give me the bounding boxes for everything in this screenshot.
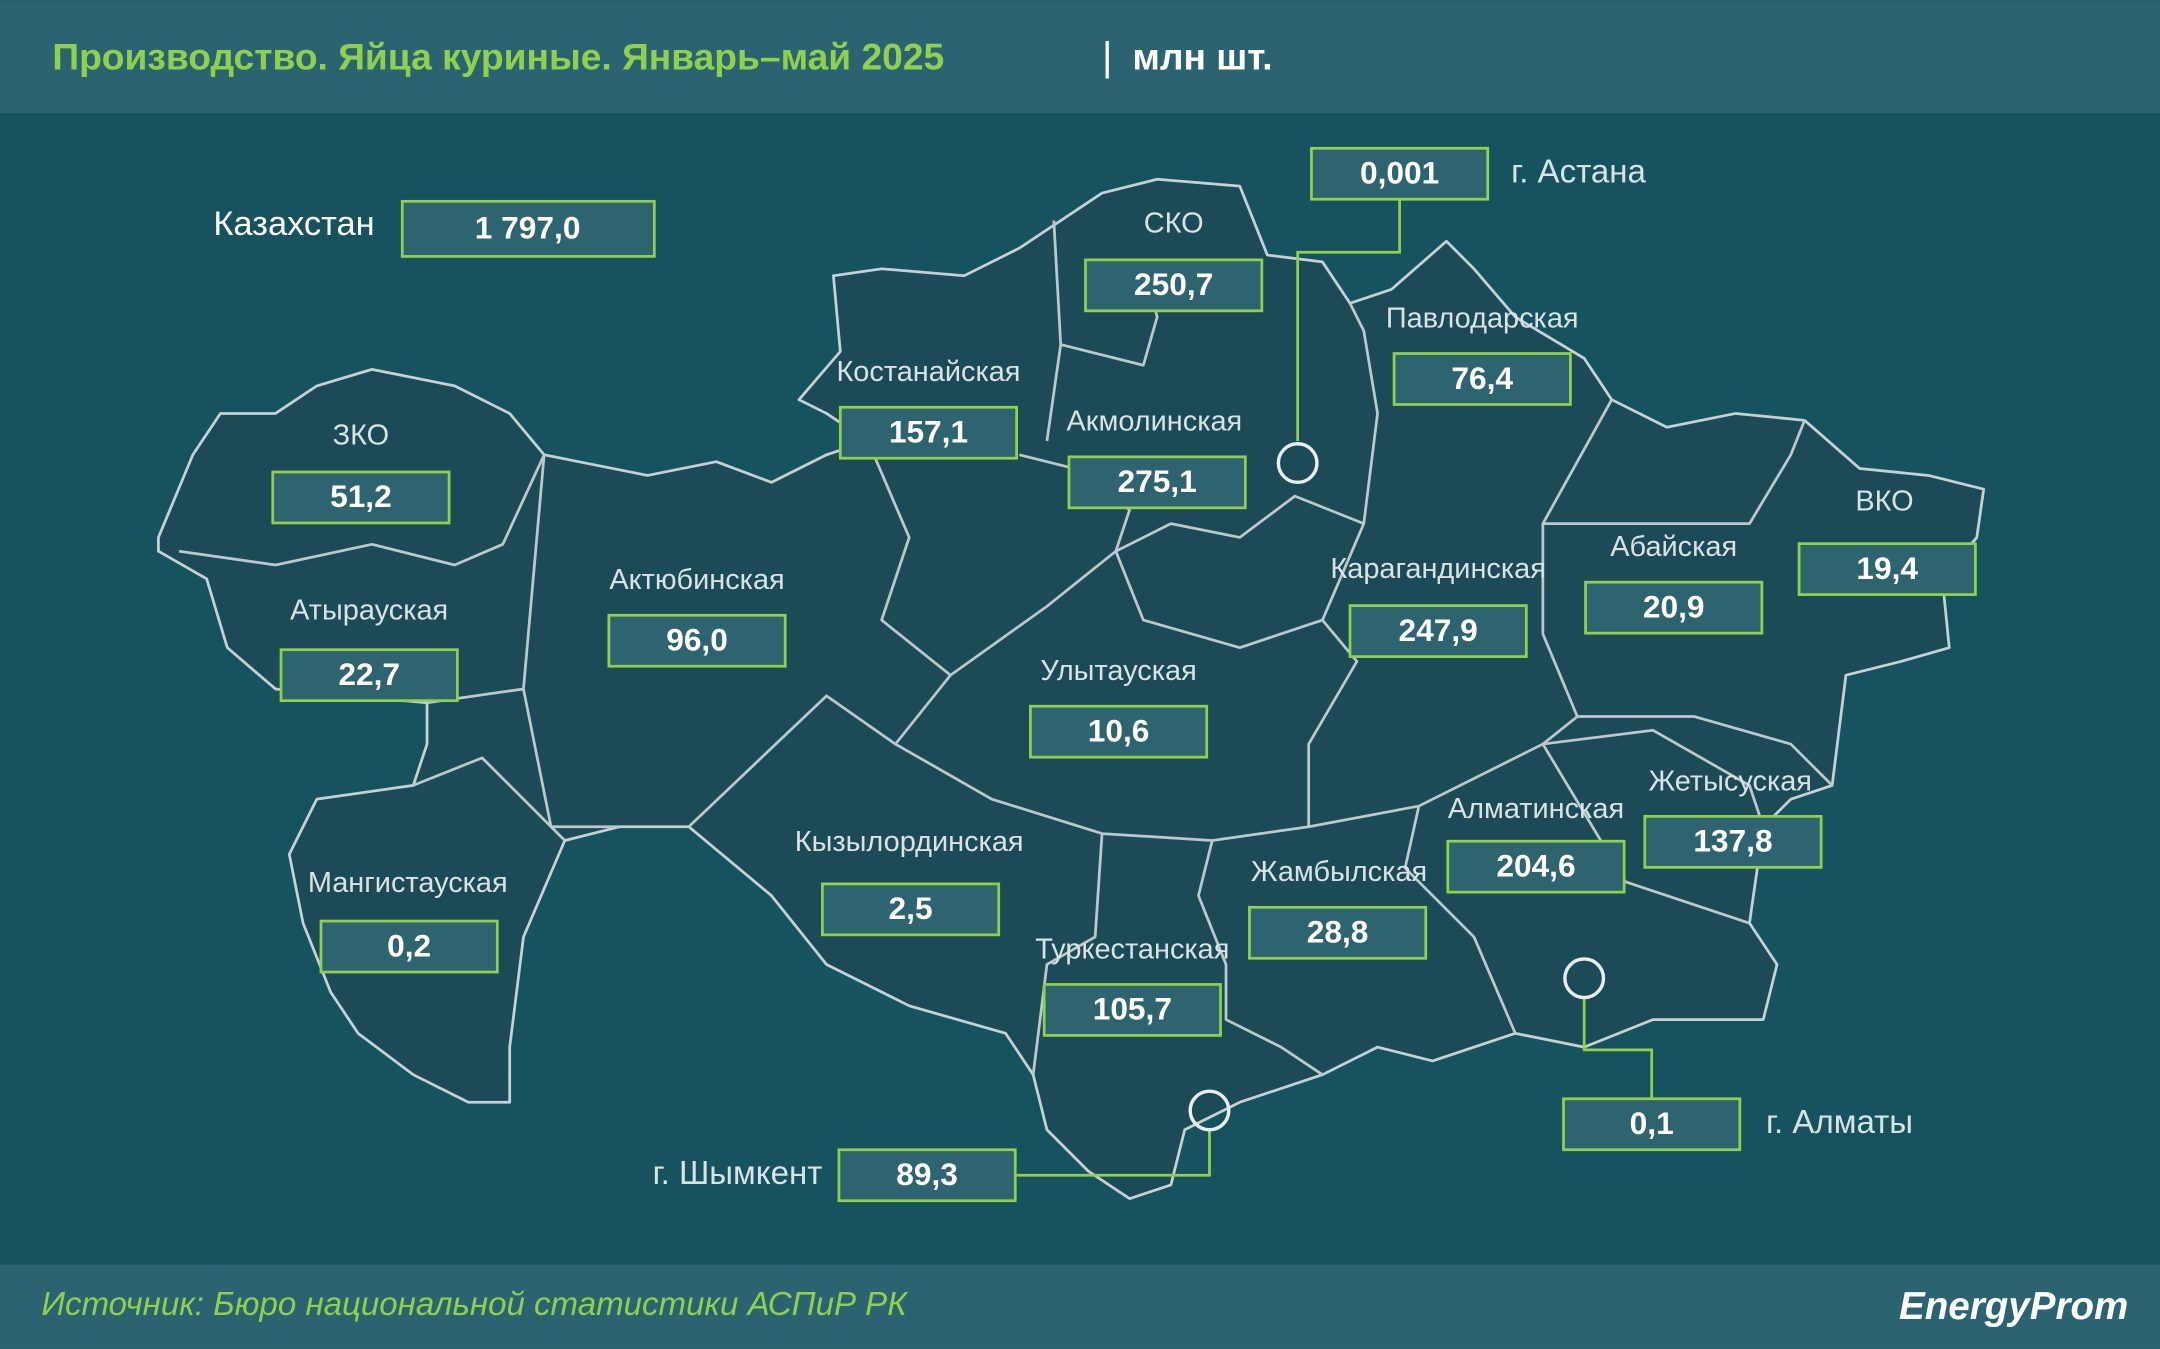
city-value: 89,3 bbox=[896, 1156, 958, 1192]
region-value: 76,4 bbox=[1451, 360, 1513, 396]
header-band bbox=[0, 0, 2160, 114]
region-value: 96,0 bbox=[666, 622, 728, 658]
value-box bbox=[1562, 1097, 1742, 1152]
city-name: г. Шымкент bbox=[653, 1155, 823, 1192]
value-box bbox=[1584, 580, 1764, 635]
value-box bbox=[1348, 604, 1528, 658]
value-box bbox=[1643, 815, 1823, 869]
total-value: 1 797,0 bbox=[475, 210, 581, 246]
region-value: 10,6 bbox=[1088, 712, 1150, 748]
value-box bbox=[607, 613, 787, 668]
value-box bbox=[1248, 905, 1428, 960]
regions: ЗКО 51,2 Атырауская 22,7 Актюбинская 96,0 Манг… bbox=[271, 207, 1977, 1037]
value-box bbox=[1797, 542, 1977, 596]
value-box bbox=[837, 1148, 1017, 1203]
region-name: Мангистауская bbox=[308, 867, 508, 899]
total-box bbox=[400, 199, 656, 258]
region-name: Туркестанская bbox=[1035, 933, 1229, 965]
region-borders bbox=[178, 220, 1834, 1076]
value-box bbox=[1084, 258, 1264, 313]
region-name: Атырауская bbox=[290, 594, 448, 626]
region-name: ЗКО bbox=[333, 420, 389, 452]
logo: EnergyProm bbox=[1899, 1285, 2128, 1328]
value-box bbox=[1029, 704, 1209, 759]
almaty-marker bbox=[1563, 957, 1606, 1000]
region-name: Кызылординская bbox=[795, 826, 1024, 858]
region-value: 250,7 bbox=[1134, 266, 1213, 302]
region-name: Алматинская bbox=[1448, 793, 1624, 825]
unit: млн шт. bbox=[1132, 35, 1272, 77]
country-outline bbox=[157, 177, 1986, 1201]
region-name: СКО bbox=[1144, 207, 1204, 239]
city-name: г. Астана bbox=[1511, 153, 1646, 190]
value-box bbox=[1310, 146, 1490, 201]
footer-band bbox=[0, 1264, 2160, 1349]
cities: 0,001 г. Астана 0,1 г. Алматы 89,3 г. Шымкент bbox=[653, 146, 1913, 1203]
value-box bbox=[1392, 352, 1572, 406]
region-name: Абайская bbox=[1610, 531, 1737, 563]
region-name: Павлодарская bbox=[1386, 302, 1579, 334]
value-box bbox=[279, 648, 459, 703]
astana-connector bbox=[1296, 198, 1401, 442]
region-name: Костанайская bbox=[836, 356, 1020, 388]
region-value: 0,2 bbox=[387, 927, 431, 963]
value-box bbox=[821, 882, 1001, 937]
region-value: 204,6 bbox=[1496, 847, 1575, 883]
value-box bbox=[271, 470, 451, 525]
value-box bbox=[1446, 839, 1626, 894]
separator: | bbox=[1102, 35, 1112, 79]
region-value: 157,1 bbox=[889, 413, 968, 449]
region-name: Актюбинская bbox=[609, 564, 784, 596]
region-value: 247,9 bbox=[1399, 612, 1478, 648]
region-value: 2,5 bbox=[889, 890, 933, 926]
total-label: Казахстан bbox=[213, 205, 374, 243]
almaty-connector bbox=[1582, 997, 1654, 1099]
city-value: 0,001 bbox=[1360, 155, 1439, 191]
region-value: 137,8 bbox=[1693, 823, 1772, 859]
region-name: ВКО bbox=[1855, 486, 1913, 518]
source: Источник: Бюро национальной статистики А… bbox=[41, 1286, 909, 1323]
region-name: Карагандинская bbox=[1330, 553, 1545, 585]
region-value: 19,4 bbox=[1856, 550, 1918, 586]
region-name: Акмолинская bbox=[1067, 406, 1243, 438]
value-box bbox=[319, 919, 499, 974]
region-name: Жамбылская bbox=[1251, 856, 1427, 888]
value-box bbox=[1042, 983, 1222, 1037]
region-value: 275,1 bbox=[1118, 463, 1197, 499]
region-value: 51,2 bbox=[330, 478, 392, 514]
region-name: Улытауская bbox=[1040, 655, 1196, 687]
region-value: 28,8 bbox=[1307, 914, 1369, 950]
astana-marker bbox=[1276, 442, 1319, 485]
title: Производство. Яйца куриные. Январь–май 2… bbox=[52, 35, 944, 77]
region-value: 22,7 bbox=[338, 656, 400, 692]
region-name: Жетысуская bbox=[1648, 765, 1812, 797]
value-box bbox=[838, 405, 1019, 460]
city-value: 0,1 bbox=[1630, 1105, 1674, 1141]
map bbox=[157, 177, 1986, 1201]
region-value: 105,7 bbox=[1093, 991, 1172, 1027]
region-value: 20,9 bbox=[1643, 588, 1705, 624]
shymkent-connector bbox=[1016, 1129, 1211, 1177]
value-box bbox=[1067, 455, 1247, 510]
city-name: г. Алматы bbox=[1766, 1104, 1913, 1141]
shymkent-marker bbox=[1188, 1089, 1231, 1132]
